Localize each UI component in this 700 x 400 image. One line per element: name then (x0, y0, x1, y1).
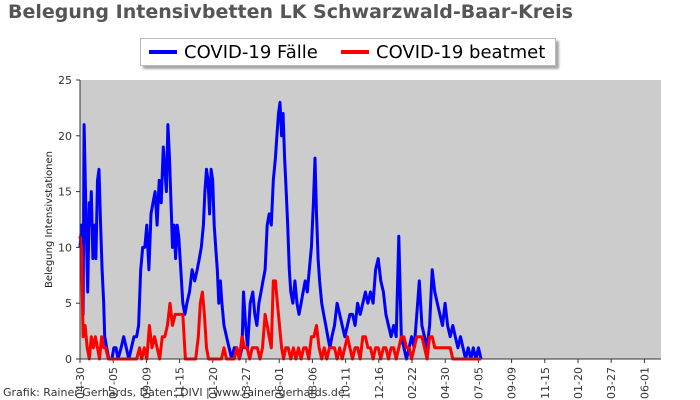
legend-swatch-faelle (149, 50, 177, 54)
legend-label-faelle: COVID-19 Fälle (184, 41, 318, 63)
y-tick-label: 10 (58, 241, 72, 254)
x-tick-label: 07-05 (472, 367, 485, 399)
x-tick-label: 07-05 (107, 367, 120, 399)
x-tick-label: 02-22 (406, 367, 419, 399)
x-tick-label: 08-06 (306, 367, 319, 399)
x-tick-label: 10-11 (340, 367, 353, 399)
plot-area (80, 80, 661, 359)
x-tick-label: 06-01 (273, 367, 286, 399)
legend-swatch-beatmet (341, 50, 369, 54)
y-axis-label: Belegung Intensivstationen (44, 151, 55, 288)
x-tick-label: 12-16 (373, 367, 386, 399)
y-tick-label: 25 (58, 74, 72, 87)
y-tick-label: 15 (58, 186, 72, 199)
x-tick-label: 01-20 (207, 367, 220, 399)
x-tick-label: 04-30 (74, 367, 87, 399)
legend-item-beatmet: COVID-19 beatmet (341, 41, 545, 63)
x-tick-label: 11-15 (539, 367, 552, 399)
credit-text: Grafik: Rainer Gerhards, Daten: DIVI | w… (3, 386, 345, 399)
chart-title: Belegung Intensivbetten LK Schwarzwald-B… (8, 1, 573, 23)
series-line-beatmet (78, 236, 481, 361)
x-tick-label: 09-09 (506, 367, 519, 399)
y-tick-label: 5 (65, 297, 72, 310)
y-tick-label: 20 (58, 130, 72, 143)
x-tick-label: 06-01 (638, 367, 651, 399)
x-tick-label: 03-27 (240, 367, 253, 399)
legend-label-beatmet: COVID-19 beatmet (376, 41, 546, 63)
x-tick-label: 03-27 (605, 367, 618, 399)
x-tick-label: 01-20 (572, 367, 585, 399)
x-tick-label: 04-30 (439, 367, 452, 399)
y-tick-label: 0 (65, 353, 72, 366)
x-tick-label: 11-15 (174, 367, 187, 399)
legend-item-faelle: COVID-19 Fälle (149, 41, 318, 63)
legend: COVID-19 Fälle COVID-19 beatmet (140, 38, 556, 66)
series-line-faelle (78, 100, 483, 361)
x-tick-label: 09-09 (140, 367, 153, 399)
